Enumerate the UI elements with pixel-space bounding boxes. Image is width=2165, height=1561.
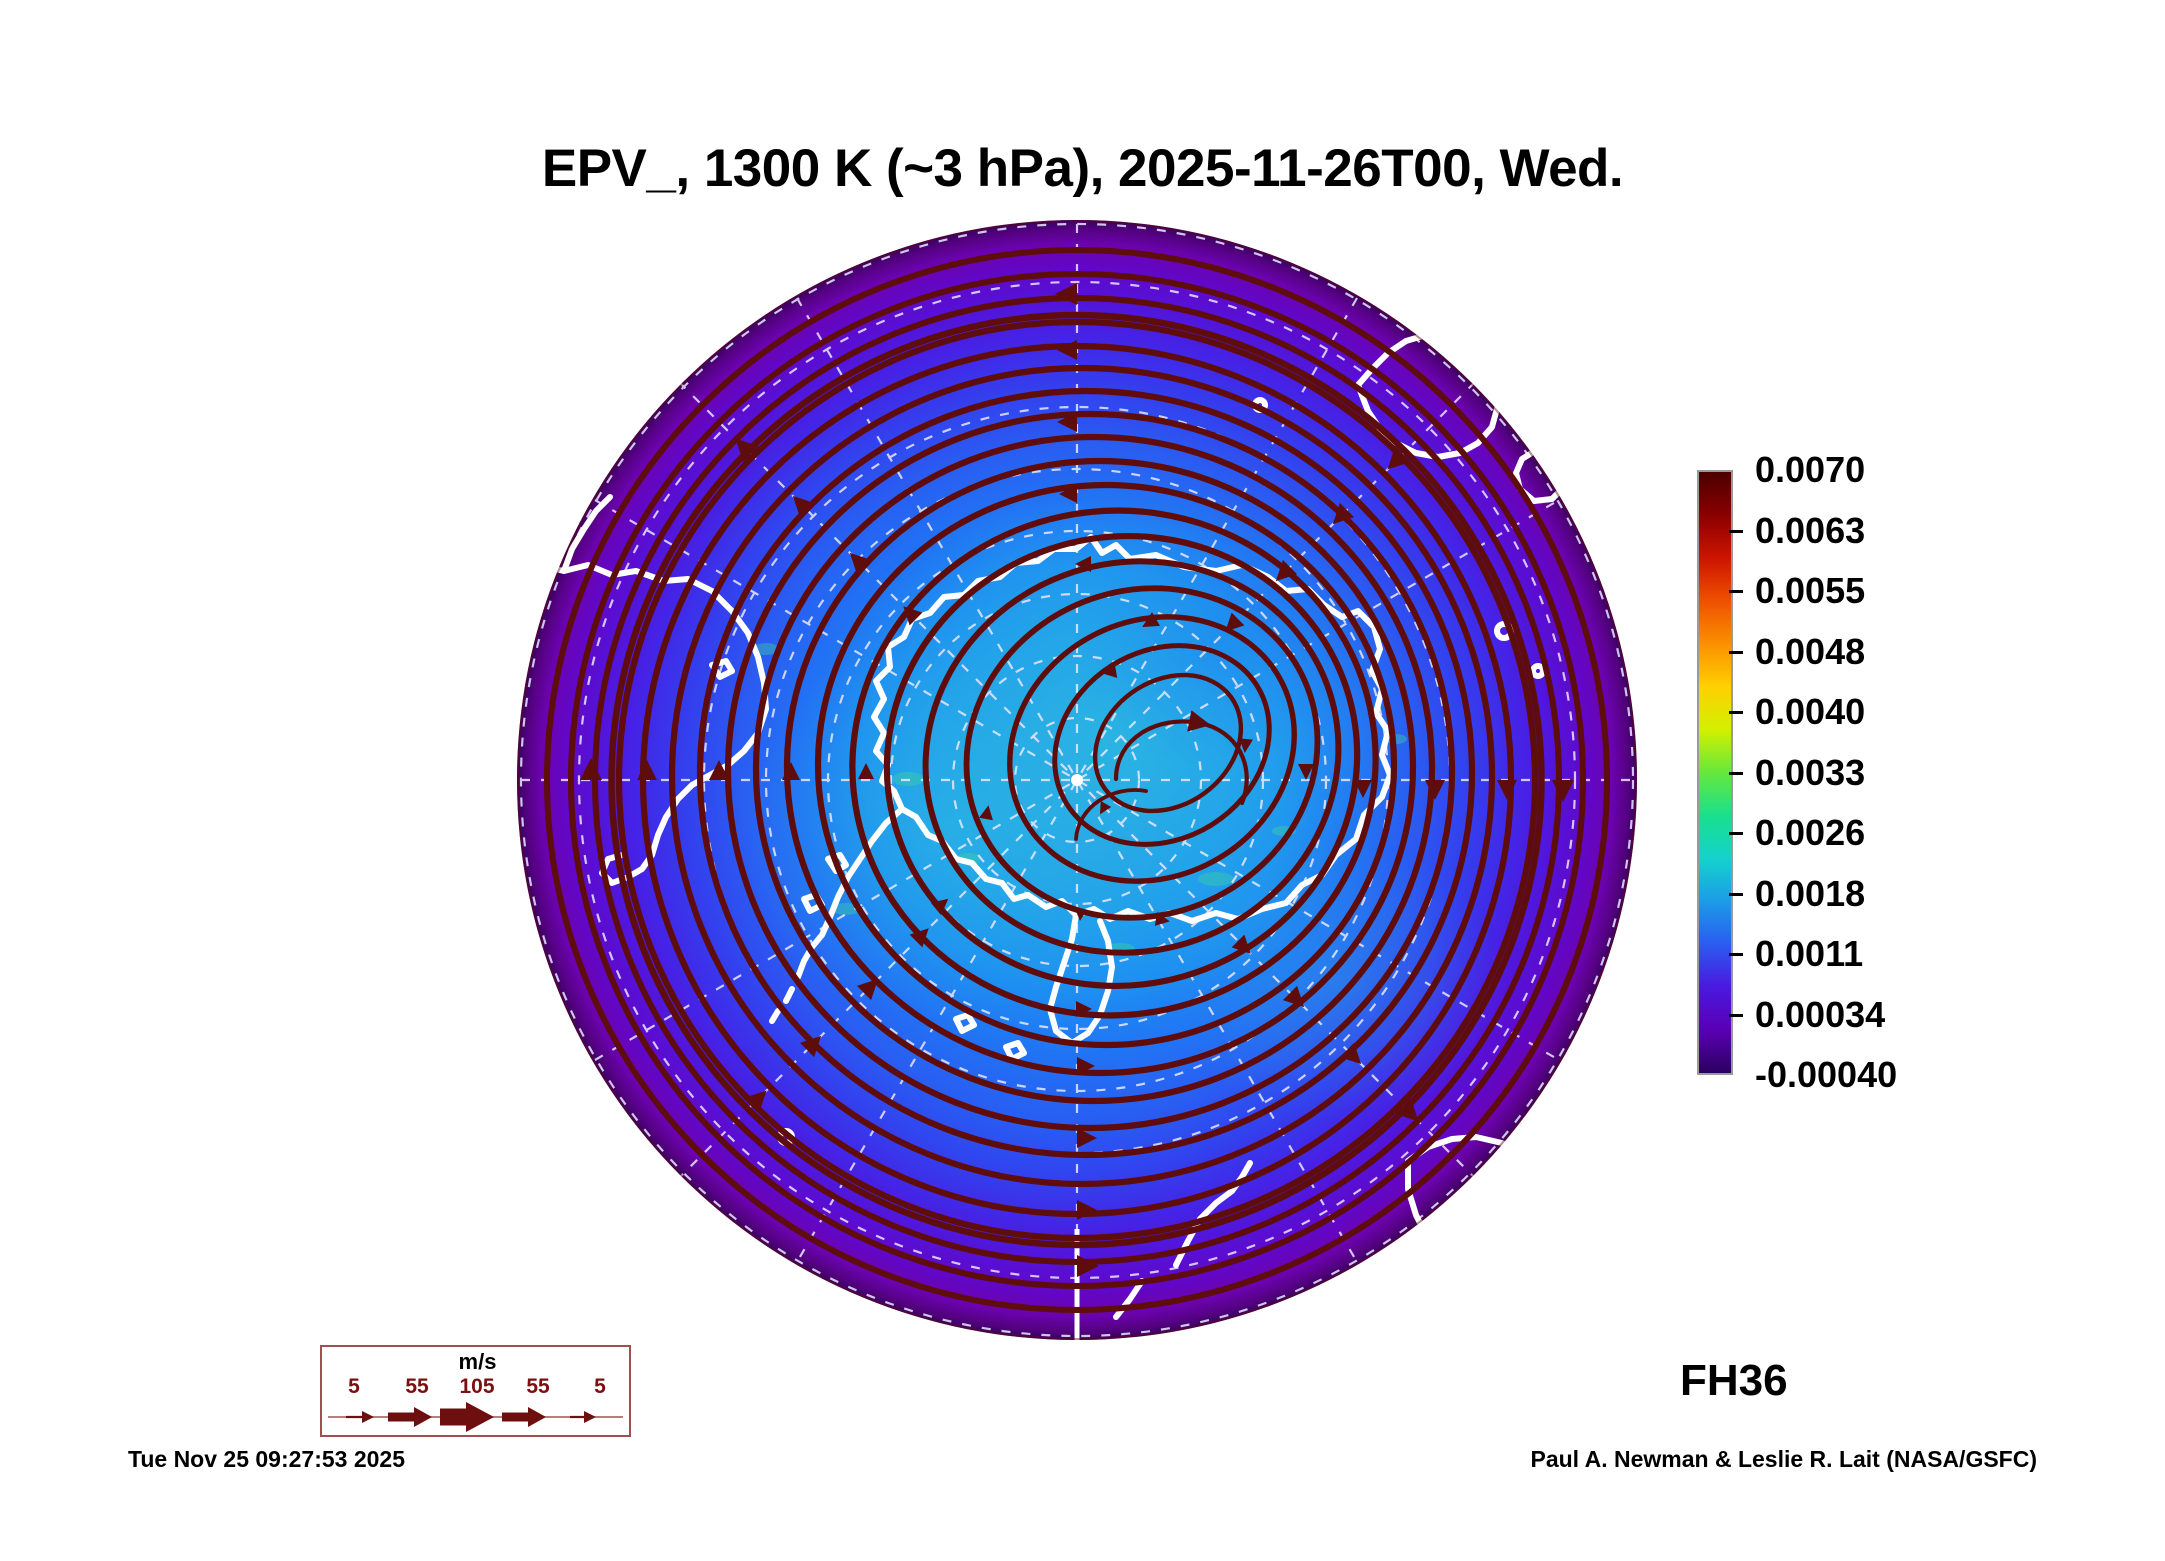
colorbar-label-2: 0.0055 (1755, 570, 1866, 611)
colorbar-tick-6 (1729, 832, 1743, 835)
colorbar-label-6: 0.0026 (1755, 812, 1866, 853)
colorbar: 0.0070 0.0063 0.0055 0.0048 0.0040 0.0033 0.00… (1697, 449, 2117, 1095)
polar-map-svg (517, 220, 1637, 1340)
colorbar-gradient (1697, 470, 1733, 1075)
wind-speed-legend: m/s 5 55 105 55 5 (320, 1345, 631, 1437)
colorbar-label-0: 0.0070 (1755, 449, 1866, 490)
author-credit: Paul A. Newman & Leslie R. Lait (NASA/GS… (1530, 1446, 2037, 1472)
colorbar-label-9: 0.00034 (1755, 993, 1886, 1035)
colorbar-label-10: -0.00040 (1755, 1054, 1898, 1095)
colorbar-ticks (1697, 470, 1757, 1075)
wind-legend-value-0: 5 (348, 1375, 360, 1398)
page-title: EPV_, 1300 K (~3 hPa), 2025-11-26T00, We… (541, 139, 1624, 198)
wind-legend-value-3: 55 (526, 1375, 550, 1398)
wind-legend-value-4: 5 (594, 1375, 606, 1398)
colorbar-label-5: 0.0033 (1755, 751, 1866, 793)
colorbar-tick-8 (1729, 953, 1743, 956)
wind-legend-value-2: 105 (459, 1375, 495, 1398)
wind-legend-arrows (328, 1402, 623, 1432)
colorbar-tick-5 (1729, 771, 1743, 775)
colorbar-label-4: 0.0040 (1755, 691, 1866, 732)
polar-map (516, 219, 1638, 1341)
wind-legend-value-1: 55 (405, 1375, 429, 1398)
colorbar-tick-3 (1729, 650, 1743, 654)
colorbar-labels: 0.0070 0.0063 0.0055 0.0048 0.0040 0.0033 0.00… (1755, 449, 2085, 1095)
map-outline (517, 220, 1637, 1340)
generation-timestamp: Tue Nov 25 09:27:53 2025 (128, 1446, 406, 1472)
colorbar-tick-1 (1729, 529, 1743, 533)
colorbar-tick-2 (1729, 590, 1743, 593)
colorbar-label-8: 0.0011 (1755, 933, 1864, 974)
colorbar-label-1: 0.0063 (1755, 509, 1866, 551)
colorbar-label-7: 0.0018 (1755, 872, 1866, 914)
wind-legend-unit-label: m/s (458, 1349, 497, 1374)
forecast-hour-label: FH36 (1680, 1356, 1788, 1405)
colorbar-tick-9 (1729, 1013, 1743, 1017)
colorbar-tick-7 (1729, 892, 1743, 896)
colorbar-tick-4 (1729, 711, 1743, 714)
colorbar-label-3: 0.0048 (1755, 630, 1866, 672)
